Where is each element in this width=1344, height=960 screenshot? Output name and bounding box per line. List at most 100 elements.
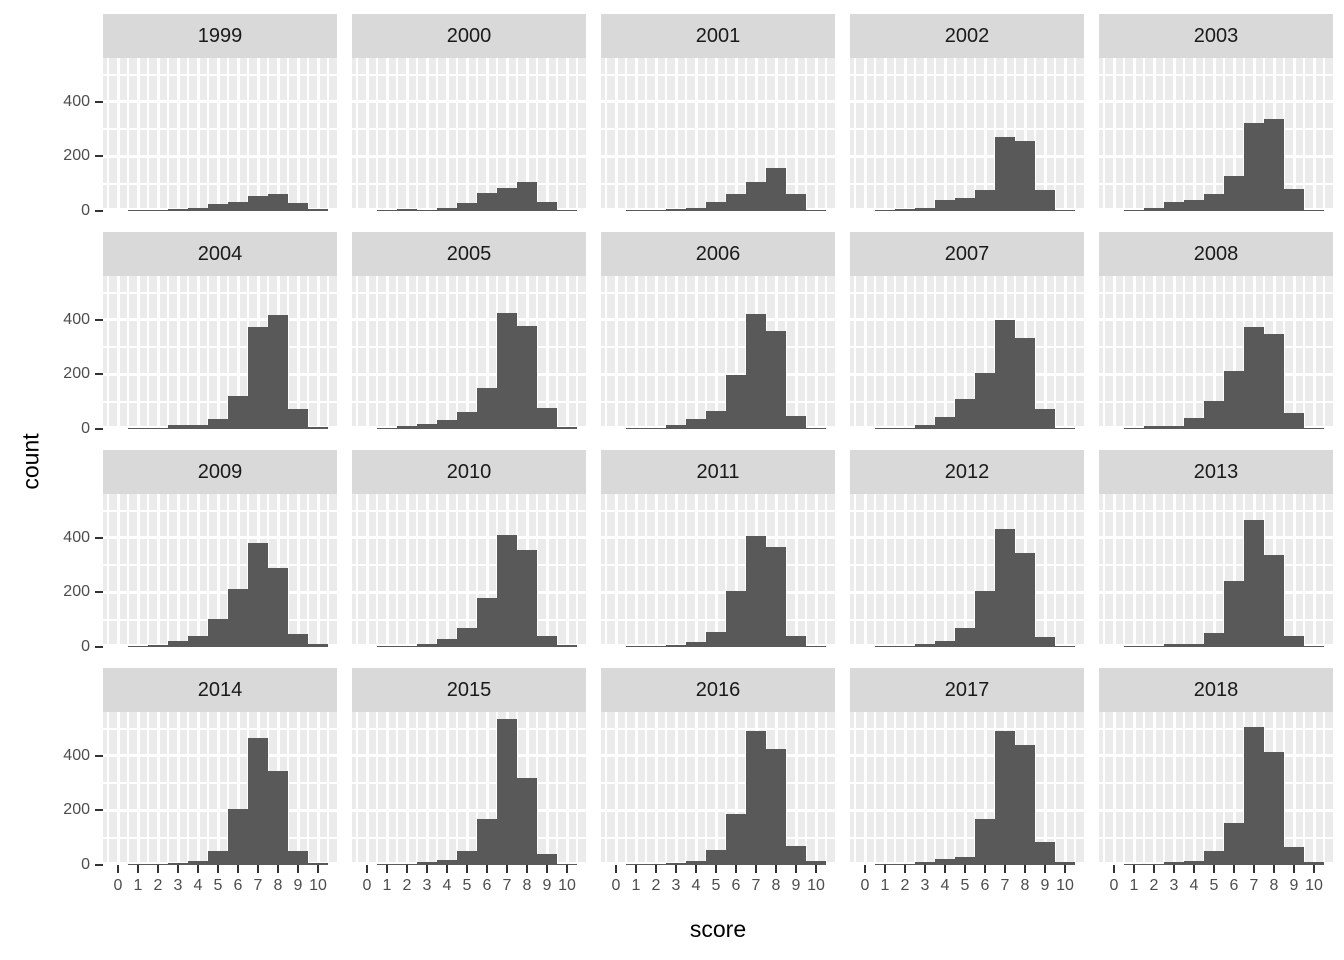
gridline-vertical-major	[1063, 58, 1067, 211]
histogram-bar	[1164, 201, 1184, 211]
gridline-vertical-major	[943, 276, 947, 429]
gridline-horizontal-major	[103, 590, 337, 594]
gridline-vertical-minor	[556, 494, 558, 647]
histogram-bar	[1204, 850, 1224, 865]
histogram-bar	[168, 641, 188, 647]
gridline-vertical-minor	[874, 712, 876, 865]
gridline-vertical-minor	[725, 58, 727, 211]
gridline-vertical-minor	[1143, 494, 1145, 647]
gridline-vertical-major	[863, 494, 867, 647]
histogram-bar	[1224, 371, 1244, 429]
histogram-bar	[1144, 208, 1164, 211]
gridline-vertical-major	[1132, 58, 1136, 211]
histogram-bar	[268, 771, 288, 865]
gridline-vertical-major	[694, 494, 698, 647]
gridline-vertical-minor	[287, 494, 289, 647]
gridline-vertical-major	[385, 494, 389, 647]
gridline-horizontal-minor	[850, 182, 1084, 185]
gridline-vertical-minor	[456, 58, 458, 211]
gridline-vertical-major	[883, 494, 887, 647]
histogram-bar	[1144, 863, 1164, 865]
gridline-vertical-minor	[1123, 276, 1125, 429]
gridline-vertical-minor	[267, 58, 269, 211]
histogram-bar	[806, 860, 826, 865]
gridline-vertical-major	[634, 58, 638, 211]
x-tick-label: 6	[1229, 877, 1239, 894]
facet-strip-label: 2017	[944, 678, 990, 701]
histogram-bar	[557, 209, 577, 211]
gridline-vertical-major	[903, 58, 907, 211]
gridline-vertical-major	[425, 494, 429, 647]
y-tick-label: 0	[81, 202, 90, 219]
gridline-vertical-minor	[1103, 712, 1105, 865]
histogram-bar	[188, 208, 208, 211]
gridline-vertical-major	[1003, 58, 1007, 211]
gridline-vertical-minor	[605, 494, 607, 647]
y-tick-label: 200	[63, 147, 90, 165]
gridline-vertical-minor	[207, 276, 209, 429]
gridline-vertical-minor	[934, 494, 936, 647]
x-tick-label: 10	[309, 877, 327, 894]
gridline-horizontal-minor	[352, 836, 586, 839]
gridline-vertical-major	[485, 276, 489, 429]
gridline-vertical-minor	[107, 494, 109, 647]
histogram-bar	[517, 549, 537, 647]
gridline-vertical-minor	[785, 494, 787, 647]
gridline-vertical-minor	[1143, 58, 1145, 211]
gridline-vertical-minor	[1183, 494, 1185, 647]
histogram-bar	[1304, 210, 1324, 211]
gridline-vertical-major	[216, 712, 220, 865]
gridline-vertical-major	[216, 494, 220, 647]
gridline-vertical-major	[1172, 494, 1176, 647]
histogram-bar	[537, 202, 557, 211]
gridline-horizontal-minor	[103, 291, 337, 294]
y-tick-label: 0	[81, 856, 90, 873]
facet-panel	[601, 712, 835, 865]
gridline-vertical-minor	[894, 494, 896, 647]
histogram-bar	[128, 646, 148, 647]
histogram-bar	[895, 863, 915, 865]
gridline-vertical-major	[216, 58, 220, 211]
gridline-vertical-major	[1192, 712, 1196, 865]
gridline-vertical-minor	[894, 276, 896, 429]
histogram-bar	[208, 204, 228, 211]
gridline-vertical-minor	[536, 712, 538, 865]
facet-strip: 2002	[850, 14, 1084, 58]
y-tick-mark	[95, 754, 103, 757]
gridline-vertical-minor	[954, 58, 956, 211]
gridline-vertical-minor	[576, 276, 578, 429]
gridline-horizontal-minor	[352, 509, 586, 512]
gridline-vertical-major	[983, 494, 987, 647]
x-tick-mark	[177, 865, 179, 873]
gridline-vertical-minor	[167, 494, 169, 647]
histogram-bar	[646, 864, 666, 865]
gridline-vertical-major	[385, 712, 389, 865]
facet-strip: 2011	[601, 450, 835, 494]
gridline-vertical-minor	[327, 494, 329, 647]
gridline-vertical-minor	[396, 494, 398, 647]
gridline-horizontal-minor	[103, 509, 337, 512]
gridline-vertical-major	[1043, 276, 1047, 429]
facet-strip: 2013	[1099, 450, 1333, 494]
histogram-bar	[746, 314, 766, 429]
gridline-horizontal-minor	[601, 73, 835, 76]
x-tick-mark	[137, 865, 139, 873]
gridline-vertical-major	[1063, 276, 1067, 429]
gridline-vertical-major	[1063, 494, 1067, 647]
histogram-bar	[397, 646, 417, 647]
gridline-vertical-major	[1043, 58, 1047, 211]
gridline-vertical-minor	[725, 712, 727, 865]
gridline-vertical-major	[814, 494, 818, 647]
gridline-vertical-major	[405, 276, 409, 429]
x-tick-mark	[1313, 865, 1315, 873]
x-tick-mark	[157, 865, 159, 873]
histogram-bar	[935, 417, 955, 429]
histogram-bar	[437, 638, 457, 647]
gridline-vertical-major	[903, 276, 907, 429]
gridline-vertical-minor	[536, 494, 538, 647]
gridline-horizontal-minor	[352, 618, 586, 621]
facet-strip: 2005	[352, 232, 586, 276]
y-tick-mark	[95, 318, 103, 321]
gridline-vertical-minor	[1303, 494, 1305, 647]
x-tick-label: 3	[671, 877, 681, 894]
